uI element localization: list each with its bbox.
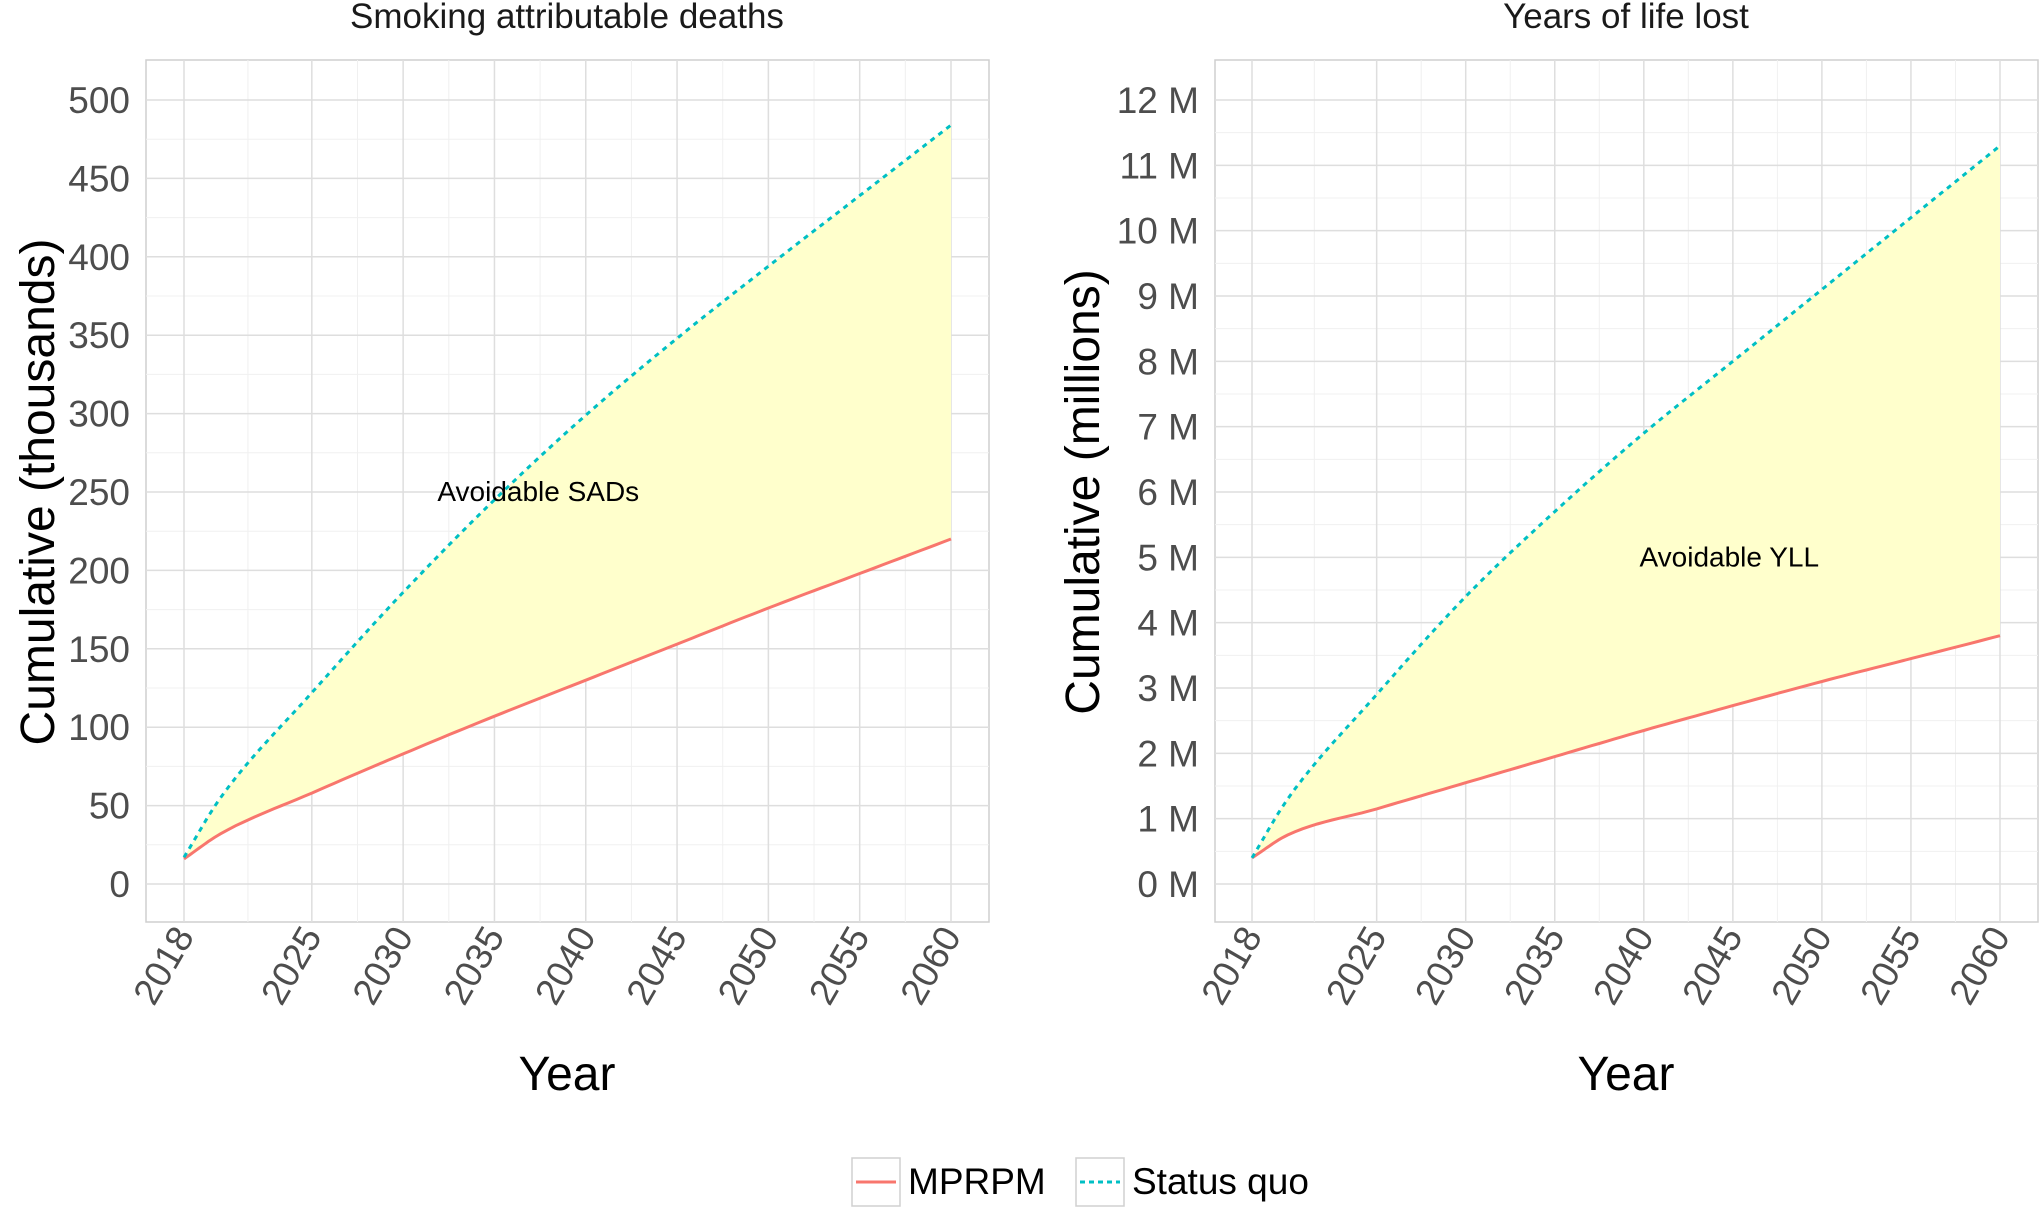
y-tick-label: 1 M: [1137, 799, 1199, 840]
y-tick-label: 350: [68, 315, 130, 356]
series-line-status-quo: [1250, 144, 2001, 859]
x-tick-label: 2055: [801, 920, 878, 1012]
x-tick-label: 2030: [344, 920, 421, 1012]
legend: MPRPM Status quo: [851, 1157, 1309, 1207]
y-tick-label: 50: [89, 786, 130, 827]
y-tick-label: 4 M: [1137, 603, 1199, 644]
x-axis-label: Year: [519, 1048, 616, 1101]
y-tick-label: 250: [68, 472, 130, 513]
panel-years-of-life-lost: Avoidable YLL 0 M 1 M 2 M 3 M 4 M 5 M 6 M 7 M 8 M…: [1057, 0, 2039, 1101]
x-axis-label: Year: [1578, 1048, 1675, 1101]
y-tick-label: 300: [68, 394, 130, 435]
chart-title: Years of life lost: [1503, 0, 1749, 36]
series-line-status-quo: [182, 123, 952, 859]
x-tick-label: 2060: [892, 920, 969, 1012]
y-tick-label: 100: [68, 707, 130, 748]
y-tick-label: 12 M: [1117, 80, 1199, 121]
y-tick-label: 450: [68, 158, 130, 199]
y-tick-label: 11 M: [1119, 145, 1199, 186]
y-tick-label: 10 M: [1117, 211, 1199, 252]
y-axis-label: Cumulative (thousands): [12, 239, 65, 746]
y-tick-label: 9 M: [1137, 276, 1199, 317]
y-tick-label: 5 M: [1137, 537, 1199, 578]
annotation-label: Avoidable YLL: [1640, 541, 1820, 572]
y-tick-label: 400: [68, 237, 130, 278]
x-tick-label: 2050: [1763, 920, 1840, 1012]
x-tick-label: 2040: [527, 920, 604, 1012]
series-line-mprpm: [1251, 634, 2001, 860]
y-tick-label: 8 M: [1137, 341, 1199, 382]
series-line-mprpm: [183, 537, 952, 861]
x-tick-label: 2018: [125, 920, 202, 1012]
y-tick-label: 2 M: [1137, 733, 1199, 774]
chart-title: Smoking attributable deaths: [350, 0, 784, 36]
panel-smoking-deaths: Avoidable SADs 0 50 100 150 200 250 300 350 400 45…: [12, 0, 990, 1101]
y-axis-label: Cumulative (millions): [1057, 269, 1110, 714]
legend-label: Status quo: [1132, 1161, 1309, 1202]
avoidable-area: [1252, 145, 2000, 858]
y-tick-label: 150: [68, 629, 130, 670]
x-tick-label: 2060: [1941, 920, 2018, 1012]
x-tick-label: 2045: [618, 920, 695, 1012]
x-tick-label: 2055: [1852, 920, 1929, 1012]
y-tick-label: 6 M: [1137, 472, 1199, 513]
avoidable-area: [184, 125, 951, 859]
x-tick-label: 2050: [710, 920, 787, 1012]
y-tick-label: 0: [109, 864, 130, 905]
x-tick-label: 2025: [253, 920, 330, 1012]
annotation-label: Avoidable SADs: [437, 476, 639, 507]
legend-label: MPRPM: [908, 1161, 1046, 1202]
y-tick-label: 0 M: [1137, 864, 1199, 905]
x-tick-label: 2018: [1193, 920, 1270, 1012]
x-tick-label: 2045: [1674, 920, 1751, 1012]
y-tick-label: 200: [68, 550, 130, 591]
y-tick-label: 7 M: [1137, 407, 1199, 448]
x-tick-label: 2035: [436, 920, 513, 1012]
y-tick-label: 3 M: [1137, 668, 1199, 709]
x-tick-label: 2025: [1318, 920, 1395, 1012]
x-tick-label: 2035: [1496, 920, 1573, 1012]
x-tick-label: 2040: [1585, 920, 1662, 1012]
y-tick-label: 500: [68, 80, 130, 121]
x-tick-label: 2030: [1407, 920, 1484, 1012]
